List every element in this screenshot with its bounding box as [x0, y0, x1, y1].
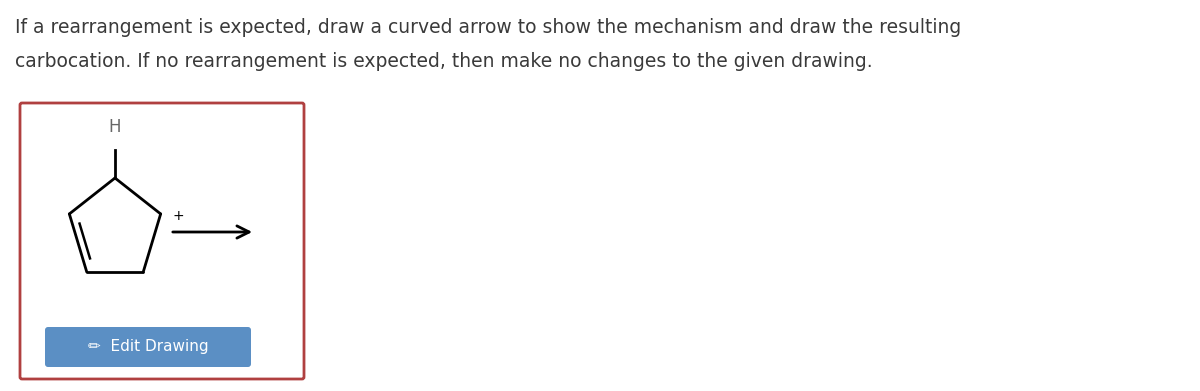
Text: H: H: [109, 118, 121, 136]
Text: If a rearrangement is expected, draw a curved arrow to show the mechanism and dr: If a rearrangement is expected, draw a c…: [14, 18, 961, 37]
Text: +: +: [173, 209, 185, 223]
FancyBboxPatch shape: [46, 327, 251, 367]
Text: ✏  Edit Drawing: ✏ Edit Drawing: [88, 339, 209, 355]
FancyBboxPatch shape: [20, 103, 304, 379]
Text: carbocation. If no rearrangement is expected, then make no changes to the given : carbocation. If no rearrangement is expe…: [14, 52, 872, 71]
